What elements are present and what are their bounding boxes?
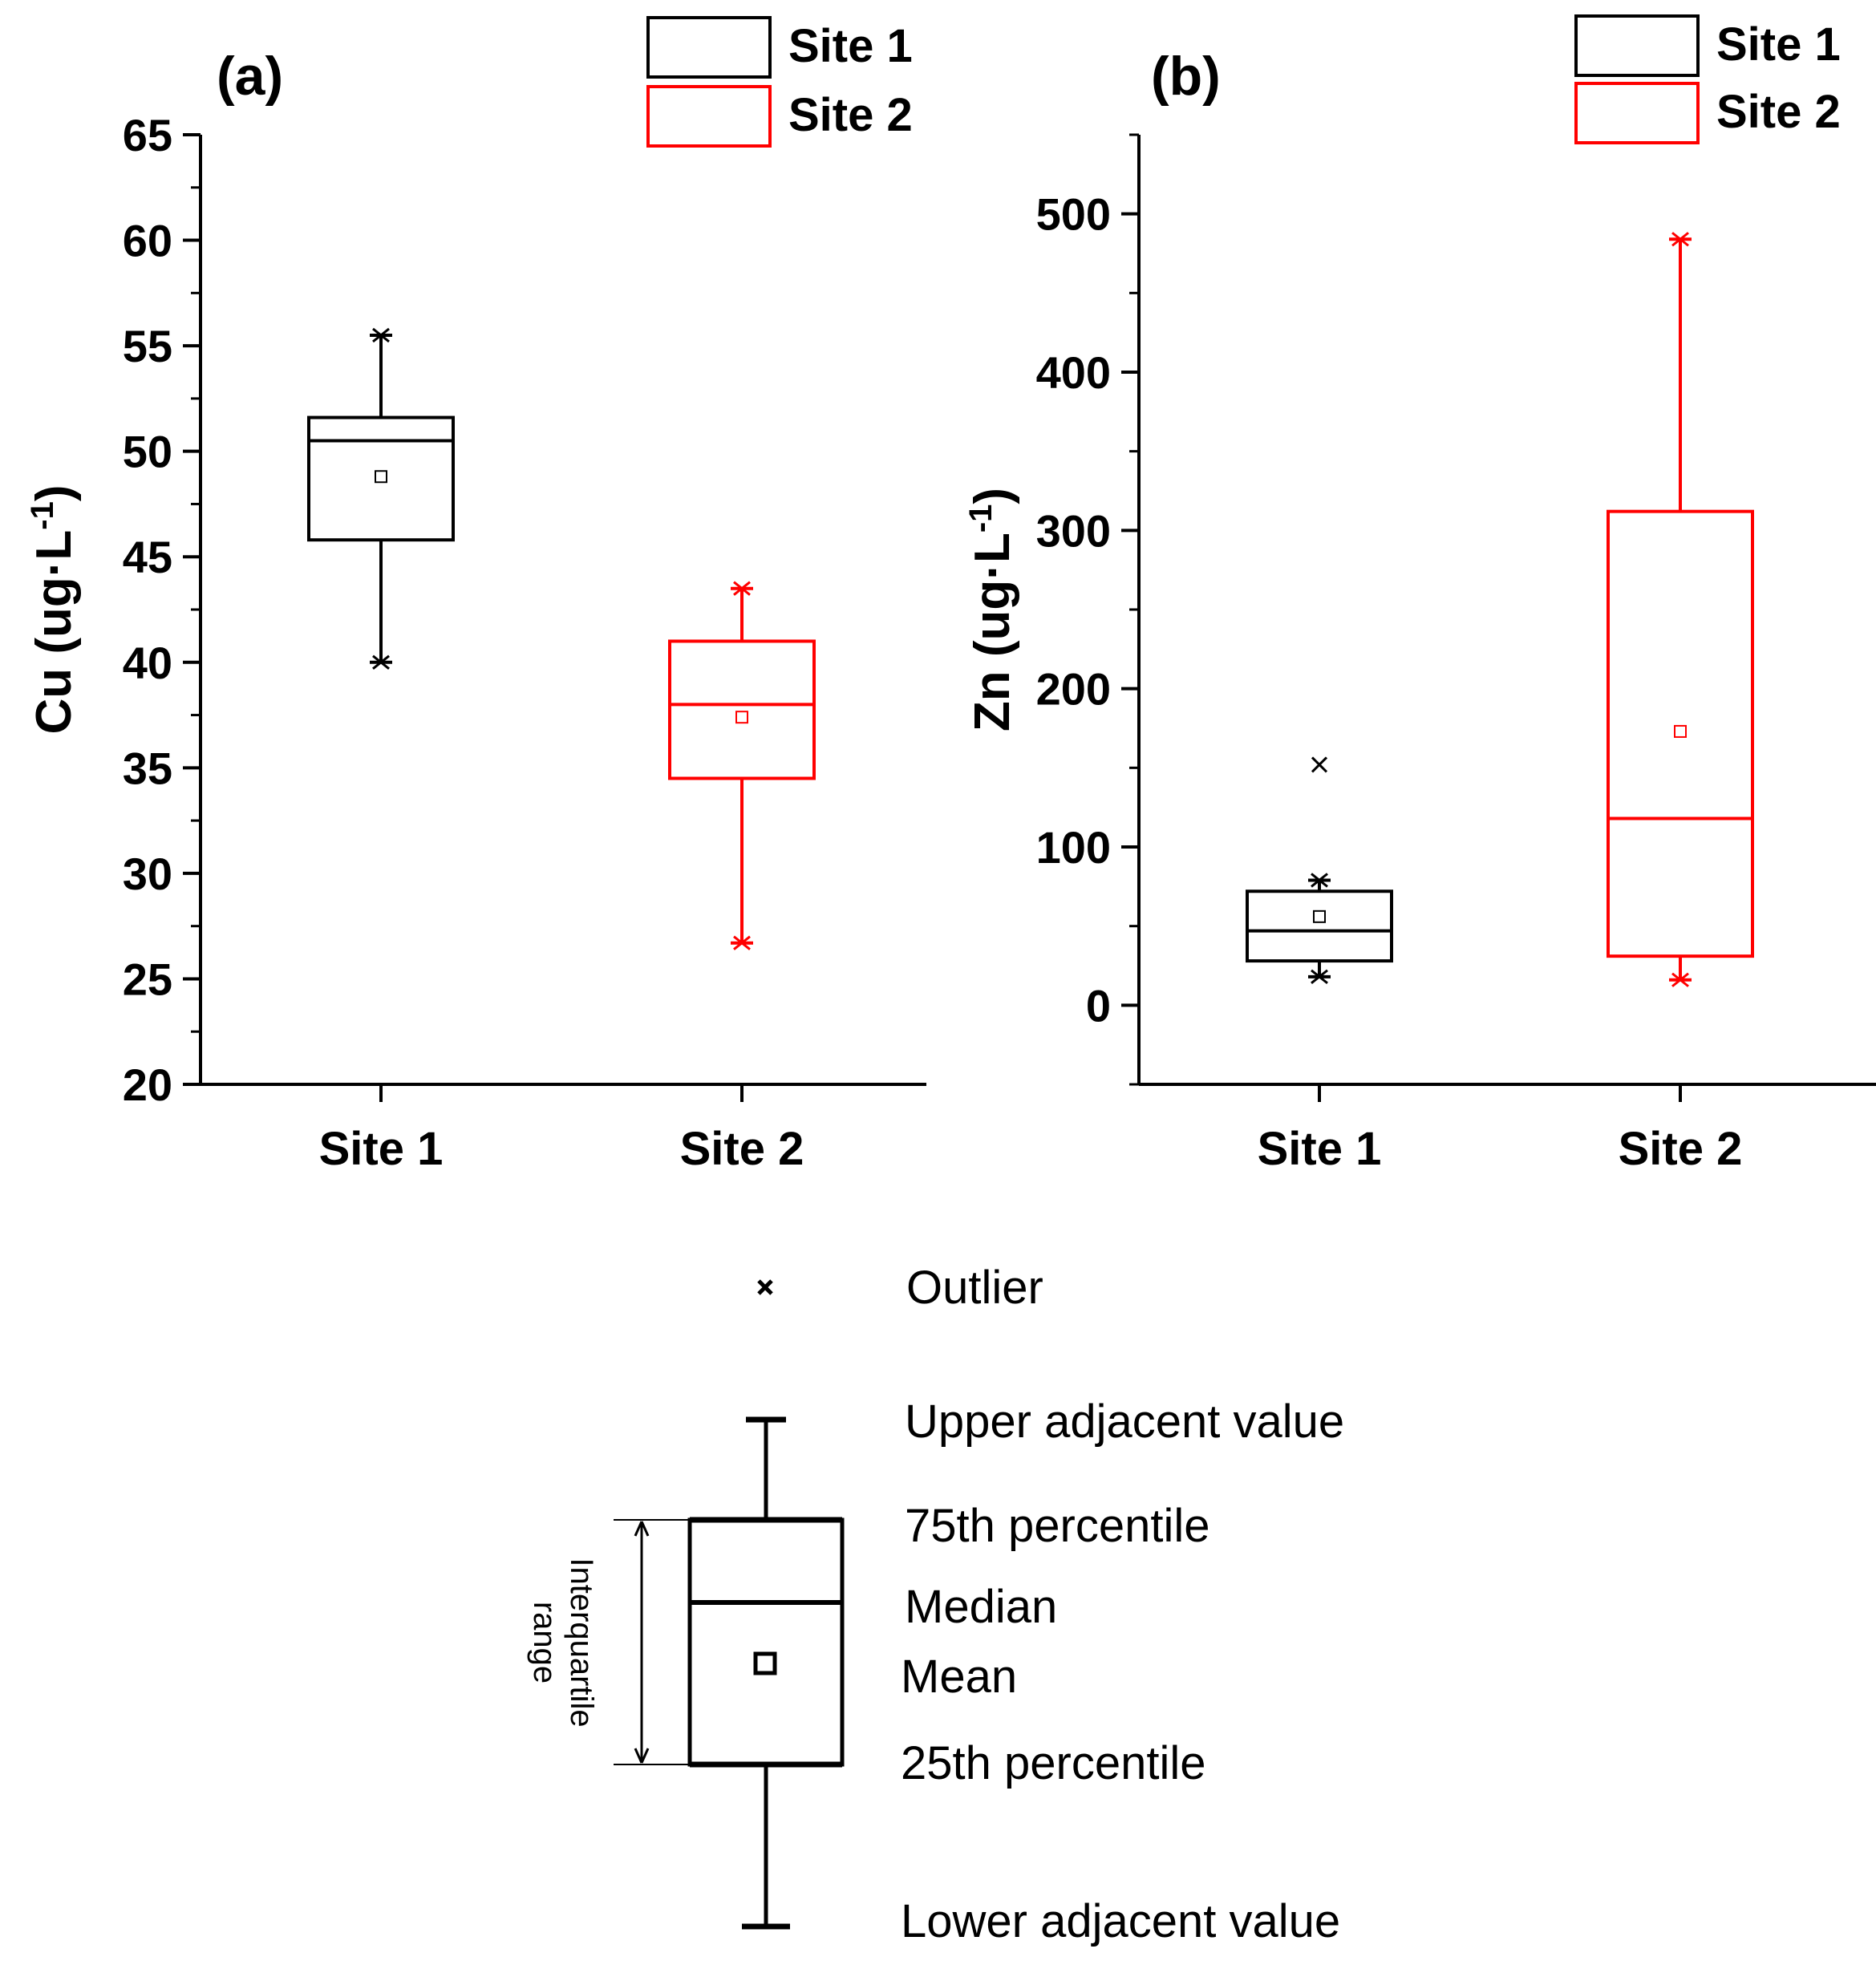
y-tick-label: 0 (1086, 980, 1111, 1031)
y-tick-label: 50 (123, 427, 172, 477)
legend-swatch (646, 16, 772, 79)
x-tick-label: Site 1 (1258, 1123, 1382, 1175)
x-tick-label: Site 1 (319, 1123, 444, 1175)
y-tick-label: 200 (1036, 664, 1111, 715)
y-tick-label: 25 (123, 954, 172, 1004)
box-site-2 (668, 581, 816, 950)
box-site-1 (1246, 756, 1393, 984)
iqr-box (1246, 889, 1393, 963)
y-tick-label: 35 (123, 743, 172, 793)
y-axis-label: Zn (ug·L-1) (963, 488, 1020, 731)
y-tick-label: 100 (1036, 822, 1111, 873)
y-axis-label: Cu (ug·L-1) (25, 484, 82, 734)
y-tick-label: 500 (1036, 189, 1111, 240)
legend-swatch (1574, 14, 1700, 77)
y-tick-label: 45 (123, 532, 172, 582)
box-plot-key: Outlier Interquartilerange Upper adjacent … (527, 1262, 1344, 1947)
panel-label: (a) (217, 46, 283, 107)
lower-adjacent-label: Lower adjacent value (901, 1895, 1340, 1947)
mean-marker (735, 711, 748, 724)
y-tick-label: 60 (123, 216, 172, 266)
min-marker (1671, 972, 1689, 987)
y-tick-label: 400 (1036, 347, 1111, 398)
median-label: Median (905, 1581, 1057, 1633)
mean-marker (1313, 910, 1326, 923)
p25-label: 25th percentile (901, 1737, 1205, 1789)
panel-b: 0 100 200 300 400 500 Site 1 Site 2 (b) Zn (ug·L-… (963, 14, 1876, 1175)
max-marker (1671, 232, 1689, 247)
y-tick-label: 30 (123, 849, 172, 899)
max-marker (1311, 873, 1328, 888)
outlier-key-marker (757, 1279, 773, 1295)
y-tick-label: 300 (1036, 505, 1111, 556)
iqr-box (1607, 509, 1754, 958)
min-marker (372, 654, 390, 670)
max-marker (733, 581, 751, 596)
y-tick-label: 55 (123, 321, 172, 371)
key-mean-marker (753, 1651, 777, 1675)
legend-label: Site 2 (1716, 86, 1841, 138)
outlier-marker (1311, 756, 1328, 773)
key-box (687, 1517, 845, 1767)
outlier-key-label: Outlier (906, 1262, 1043, 1314)
x-tick-label: Site 2 (1619, 1123, 1743, 1175)
x-tick-label: Site 2 (680, 1123, 804, 1175)
panel-a: 20 25 30 35 40 45 50 55 60 65 Site 1 Site 2 (a) Cu (u… (25, 16, 926, 1175)
iqr-label: Interquartilerange (527, 1558, 599, 1727)
y-tick-label: 65 (123, 110, 172, 160)
mean-label: Mean (901, 1651, 1017, 1703)
iqr-arrow-heads (634, 1521, 650, 1764)
iqr-box (307, 415, 455, 542)
iqr-box (668, 639, 816, 780)
y-tick-label: 40 (123, 638, 172, 688)
panel-label: (b) (1151, 46, 1221, 107)
legend-label: Site 2 (788, 89, 913, 141)
min-marker (1311, 969, 1328, 984)
upper-adjacent-label: Upper adjacent value (905, 1396, 1344, 1448)
box-site-1 (307, 327, 455, 670)
max-marker (372, 327, 390, 343)
legend-swatch (1574, 82, 1700, 144)
legend-label: Site 1 (788, 20, 913, 72)
min-marker (733, 935, 751, 950)
legend-label: Site 1 (1716, 18, 1841, 71)
y-tick-label: 20 (123, 1059, 172, 1110)
box-site-2 (1607, 232, 1754, 987)
legend-swatch (646, 85, 772, 148)
mean-marker (1674, 724, 1687, 738)
p75-label: 75th percentile (905, 1500, 1209, 1552)
mean-marker (375, 470, 387, 484)
